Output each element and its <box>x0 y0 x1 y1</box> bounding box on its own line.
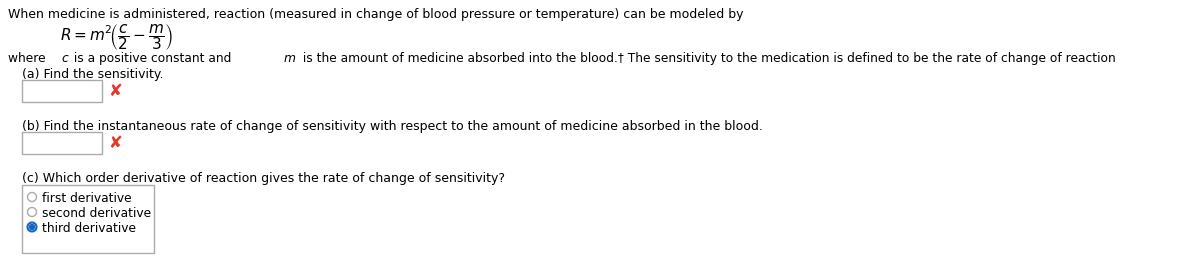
Text: second derivative: second derivative <box>42 207 151 220</box>
Text: ✘: ✘ <box>109 82 122 100</box>
Text: c: c <box>61 52 68 65</box>
Text: When medicine is administered, reaction (measured in change of blood pressure or: When medicine is administered, reaction … <box>8 8 744 21</box>
Text: m: m <box>283 52 295 65</box>
Circle shape <box>28 193 36 201</box>
Text: first derivative: first derivative <box>42 192 132 205</box>
Text: (c) Which order derivative of reaction gives the rate of change of sensitivity?: (c) Which order derivative of reaction g… <box>22 172 505 185</box>
Text: ✘: ✘ <box>109 134 122 152</box>
FancyBboxPatch shape <box>22 185 154 253</box>
Text: is a positive constant and: is a positive constant and <box>71 52 235 65</box>
Circle shape <box>30 225 35 230</box>
Circle shape <box>28 208 36 217</box>
Text: where: where <box>8 52 49 65</box>
FancyBboxPatch shape <box>22 132 102 154</box>
Text: is the amount of medicine absorbed into the blood.† The sensitivity to the medic: is the amount of medicine absorbed into … <box>299 52 1120 65</box>
Text: third derivative: third derivative <box>42 222 136 235</box>
Circle shape <box>28 222 36 231</box>
Text: (a) Find the sensitivity.: (a) Find the sensitivity. <box>22 68 163 81</box>
FancyBboxPatch shape <box>22 80 102 102</box>
Text: $R = m^2\!\left(\dfrac{c}{2} - \dfrac{m}{3}\right)$: $R = m^2\!\left(\dfrac{c}{2} - \dfrac{m}… <box>60 22 173 52</box>
Text: (b) Find the instantaneous rate of change of sensitivity with respect to the amo: (b) Find the instantaneous rate of chang… <box>22 120 763 133</box>
